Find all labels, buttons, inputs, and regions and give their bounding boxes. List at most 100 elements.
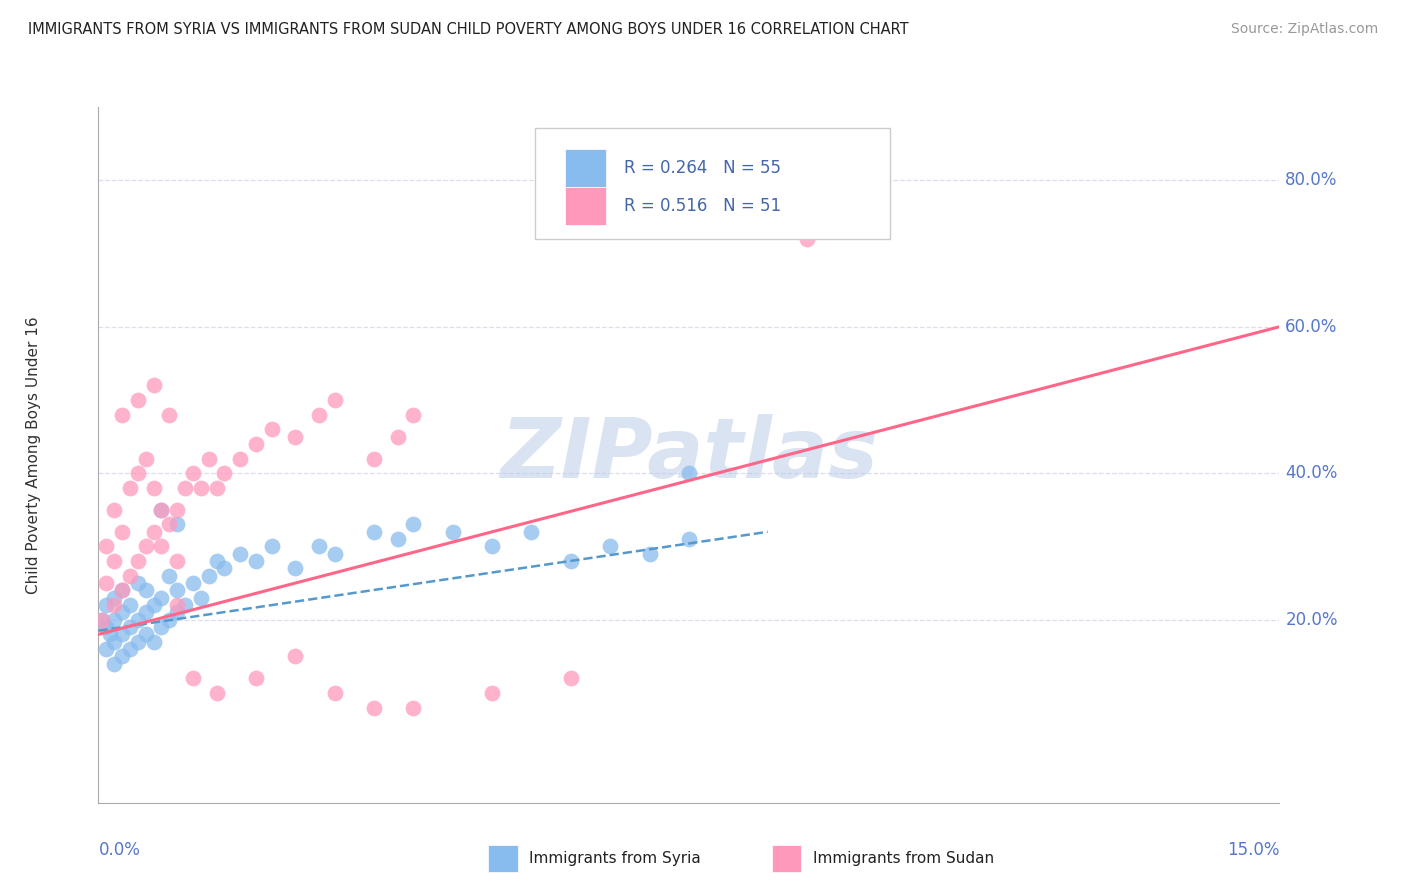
- Point: [560, 671, 582, 685]
- Point: [796, 232, 818, 246]
- Point: [166, 598, 188, 612]
- Point: [190, 481, 212, 495]
- Point: [363, 524, 385, 539]
- Point: [111, 408, 134, 422]
- Point: [205, 481, 228, 495]
- Point: [166, 583, 188, 598]
- Point: [323, 686, 346, 700]
- Point: [111, 606, 134, 620]
- Point: [91, 613, 114, 627]
- Point: [135, 627, 157, 641]
- FancyBboxPatch shape: [565, 149, 606, 187]
- Point: [214, 561, 236, 575]
- FancyBboxPatch shape: [536, 128, 890, 239]
- Point: [142, 481, 165, 495]
- Point: [127, 576, 149, 591]
- Point: [91, 613, 114, 627]
- Text: ZIPatlas: ZIPatlas: [501, 415, 877, 495]
- Point: [284, 561, 307, 575]
- Point: [174, 481, 197, 495]
- Text: Immigrants from Sudan: Immigrants from Sudan: [813, 851, 994, 866]
- Point: [111, 583, 134, 598]
- Point: [150, 591, 173, 605]
- Text: 60.0%: 60.0%: [1285, 318, 1337, 335]
- Text: Source: ZipAtlas.com: Source: ZipAtlas.com: [1230, 22, 1378, 37]
- Point: [118, 481, 141, 495]
- Point: [402, 517, 425, 532]
- Point: [308, 540, 330, 554]
- Point: [166, 554, 188, 568]
- Point: [96, 642, 118, 657]
- Point: [166, 503, 188, 517]
- Point: [127, 392, 149, 407]
- Point: [441, 524, 464, 539]
- Text: 40.0%: 40.0%: [1285, 464, 1337, 483]
- Point: [284, 429, 307, 443]
- Point: [402, 700, 425, 714]
- Point: [111, 524, 134, 539]
- Point: [245, 554, 267, 568]
- Point: [308, 408, 330, 422]
- Point: [103, 591, 125, 605]
- Point: [260, 540, 283, 554]
- Point: [142, 598, 165, 612]
- Point: [150, 503, 173, 517]
- Point: [150, 503, 173, 517]
- Text: 80.0%: 80.0%: [1285, 171, 1337, 189]
- Point: [323, 392, 346, 407]
- Point: [229, 451, 252, 466]
- Point: [481, 686, 503, 700]
- Point: [197, 568, 219, 582]
- Point: [111, 627, 134, 641]
- Point: [142, 378, 165, 392]
- Point: [127, 554, 149, 568]
- Point: [96, 598, 118, 612]
- Point: [284, 649, 307, 664]
- Point: [98, 627, 121, 641]
- Point: [127, 613, 149, 627]
- Point: [638, 547, 661, 561]
- Text: Child Poverty Among Boys Under 16: Child Poverty Among Boys Under 16: [25, 316, 41, 594]
- Point: [560, 554, 582, 568]
- Point: [181, 576, 204, 591]
- Point: [103, 613, 125, 627]
- Point: [363, 451, 385, 466]
- Point: [174, 598, 197, 612]
- Point: [323, 547, 346, 561]
- Point: [387, 429, 409, 443]
- Point: [260, 422, 283, 436]
- Point: [181, 467, 204, 481]
- Point: [599, 540, 621, 554]
- Point: [118, 642, 141, 657]
- Point: [678, 467, 700, 481]
- Point: [96, 540, 118, 554]
- Point: [387, 532, 409, 546]
- Point: [142, 634, 165, 648]
- Point: [118, 620, 141, 634]
- Point: [127, 467, 149, 481]
- Point: [135, 606, 157, 620]
- Point: [103, 554, 125, 568]
- Point: [96, 576, 118, 591]
- Point: [190, 591, 212, 605]
- Point: [118, 598, 141, 612]
- Text: 15.0%: 15.0%: [1227, 841, 1279, 859]
- Point: [214, 467, 236, 481]
- Point: [678, 532, 700, 546]
- Point: [103, 657, 125, 671]
- Point: [150, 540, 173, 554]
- Point: [103, 503, 125, 517]
- Point: [135, 583, 157, 598]
- Point: [96, 620, 118, 634]
- Point: [205, 686, 228, 700]
- Point: [103, 598, 125, 612]
- Point: [103, 634, 125, 648]
- Point: [111, 583, 134, 598]
- Point: [245, 437, 267, 451]
- Point: [111, 649, 134, 664]
- Point: [402, 408, 425, 422]
- Point: [135, 540, 157, 554]
- Text: Immigrants from Syria: Immigrants from Syria: [530, 851, 702, 866]
- Point: [135, 451, 157, 466]
- Point: [127, 634, 149, 648]
